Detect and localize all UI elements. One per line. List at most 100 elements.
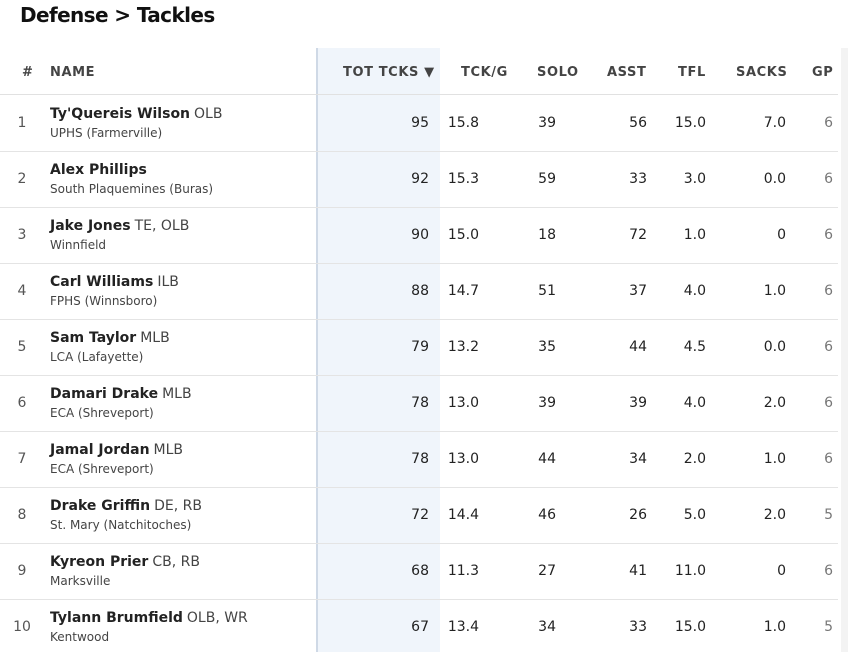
cell-solo: 59 xyxy=(538,171,556,187)
header-tot-tcks[interactable]: TOT TCKS ▼ xyxy=(343,65,435,80)
cell-gp: 6 xyxy=(824,227,833,243)
player-name: Jake Jones xyxy=(50,218,131,234)
player-school: LCA (Lafayette) xyxy=(50,350,144,364)
cell-tot-tcks: 67 xyxy=(411,619,429,635)
player-name-link[interactable]: Kyreon Prier CB, RB xyxy=(50,554,200,570)
cell-tfl: 4.0 xyxy=(683,283,706,299)
cell-solo: 39 xyxy=(538,395,556,411)
cell-gp: 6 xyxy=(824,451,833,467)
player-name-link[interactable]: Sam Taylor MLB xyxy=(50,330,170,346)
cell-asst: 39 xyxy=(629,395,647,411)
table-row[interactable]: 9 Kyreon Prier CB, RB Marksville 68 11.3 27 41 1… xyxy=(0,543,838,600)
cell-asst: 41 xyxy=(629,563,647,579)
player-name-link[interactable]: Damari Drake MLB xyxy=(50,386,192,402)
player-position: TE, OLB xyxy=(134,218,190,234)
cell-tfl: 1.0 xyxy=(683,227,706,243)
header-solo[interactable]: SOLO xyxy=(537,65,579,80)
player-school: UPHS (Farmerville) xyxy=(50,126,163,140)
cell-tfl: 5.0 xyxy=(683,507,706,523)
cell-solo: 39 xyxy=(538,115,556,131)
header-name[interactable]: NAME xyxy=(50,65,96,80)
cell-tck-per-game: 15.8 xyxy=(447,115,479,131)
cell-sacks: 2.0 xyxy=(763,507,786,523)
cell-rank: 9 xyxy=(17,563,27,579)
cell-asst: 26 xyxy=(629,507,647,523)
table-row[interactable]: 5 Sam Taylor MLB LCA (Lafayette) 79 13.2 35 44 4… xyxy=(0,319,838,376)
cell-rank: 2 xyxy=(17,171,27,187)
scrollbar-track[interactable] xyxy=(841,48,848,652)
player-position: ILB xyxy=(157,274,179,290)
player-school: St. Mary (Natchitoches) xyxy=(50,518,192,532)
cell-solo: 27 xyxy=(538,563,556,579)
player-name-link[interactable]: Jamal Jordan MLB xyxy=(50,442,183,458)
cell-tck-per-game: 14.7 xyxy=(447,283,479,299)
cell-sacks: 0 xyxy=(777,227,786,243)
cell-gp: 6 xyxy=(824,283,833,299)
player-position: MLB xyxy=(153,442,184,458)
cell-tfl: 15.0 xyxy=(674,619,706,635)
cell-asst: 34 xyxy=(629,451,647,467)
cell-tot-tcks: 90 xyxy=(411,227,429,243)
cell-rank: 5 xyxy=(17,339,27,355)
cell-solo: 18 xyxy=(538,227,556,243)
player-school: Marksville xyxy=(50,574,111,588)
player-name: Damari Drake xyxy=(50,386,159,402)
cell-rank: 1 xyxy=(17,115,27,131)
player-name-link[interactable]: Drake Griffin DE, RB xyxy=(50,498,202,514)
player-position: CB, RB xyxy=(152,554,200,570)
cell-solo: 35 xyxy=(538,339,556,355)
table-header: # NAME TOT TCKS ▼ TCK/G SOLO ASST TFL SA… xyxy=(0,48,838,95)
player-position: MLB xyxy=(162,386,192,402)
cell-tfl: 2.0 xyxy=(683,451,706,467)
cell-tck-per-game: 13.4 xyxy=(447,619,479,635)
cell-rank: 3 xyxy=(17,227,27,243)
player-name: Alex Phillips xyxy=(50,162,147,178)
cell-tfl: 15.0 xyxy=(674,115,706,131)
cell-solo: 44 xyxy=(538,451,556,467)
header-tck-per-game[interactable]: TCK/G xyxy=(461,65,508,80)
header-sacks[interactable]: SACKS xyxy=(736,65,788,80)
header-tfl[interactable]: TFL xyxy=(678,65,706,80)
cell-sacks: 1.0 xyxy=(763,619,786,635)
cell-gp: 6 xyxy=(824,115,833,131)
player-name-link[interactable]: Ty'Quereis Wilson OLB xyxy=(50,106,222,122)
player-name-link[interactable]: Tylann Brumfield OLB, WR xyxy=(50,610,248,626)
player-position: DE, RB xyxy=(154,498,202,514)
table-row[interactable]: 8 Drake Griffin DE, RB St. Mary (Natchitoch… xyxy=(0,487,838,544)
table-row[interactable]: 7 Jamal Jordan MLB ECA (Shreveport) 78 13.0 44… xyxy=(0,431,838,488)
table-row[interactable]: 4 Carl Williams ILB FPHS (Winnsboro) 88 14.7 5… xyxy=(0,263,838,320)
cell-tot-tcks: 95 xyxy=(411,115,429,131)
player-position: OLB, WR xyxy=(186,610,248,626)
player-name: Carl Williams xyxy=(50,274,154,290)
table-row[interactable]: 2 Alex Phillips South Plaquemines (Buras) 9… xyxy=(0,151,838,208)
table-row[interactable]: 3 Jake Jones TE, OLB Winnfield 90 15.0 18 72 1.0… xyxy=(0,207,838,264)
player-name-link[interactable]: Carl Williams ILB xyxy=(50,274,179,290)
cell-solo: 51 xyxy=(538,283,556,299)
cell-tck-per-game: 13.0 xyxy=(447,451,479,467)
header-gp[interactable]: GP xyxy=(812,65,834,80)
cell-tck-per-game: 13.2 xyxy=(447,339,479,355)
cell-rank: 10 xyxy=(13,619,31,635)
table-row[interactable]: 1 Ty'Quereis Wilson OLB UPHS (Farmerville) 9… xyxy=(0,95,838,152)
player-school: Winnfield xyxy=(50,238,107,252)
player-name: Ty'Quereis Wilson xyxy=(50,106,191,122)
scrollbar[interactable] xyxy=(838,48,851,652)
cell-tfl: 3.0 xyxy=(683,171,706,187)
cell-tck-per-game: 11.3 xyxy=(447,563,479,579)
player-name: Tylann Brumfield xyxy=(50,610,183,626)
table-row[interactable]: 10 Tylann Brumfield OLB, WR Kentwood 67 13.4 3… xyxy=(0,599,838,652)
player-school: South Plaquemines (Buras) xyxy=(50,182,214,196)
cell-solo: 34 xyxy=(538,619,556,635)
cell-asst: 33 xyxy=(629,171,647,187)
cell-tck-per-game: 15.0 xyxy=(447,227,479,243)
table-row[interactable]: 6 Damari Drake MLB ECA (Shreveport) 78 13.0 39… xyxy=(0,375,838,432)
cell-tot-tcks: 78 xyxy=(411,395,429,411)
player-name-link[interactable]: Alex Phillips xyxy=(50,162,147,178)
player-name-link[interactable]: Jake Jones TE, OLB xyxy=(50,218,189,234)
sorted-column-highlight xyxy=(316,48,440,652)
header-asst[interactable]: ASST xyxy=(607,65,647,80)
cell-sacks: 7.0 xyxy=(763,115,786,131)
cell-sacks: 2.0 xyxy=(763,395,786,411)
cell-gp: 6 xyxy=(824,171,833,187)
cell-gp: 5 xyxy=(824,619,833,635)
